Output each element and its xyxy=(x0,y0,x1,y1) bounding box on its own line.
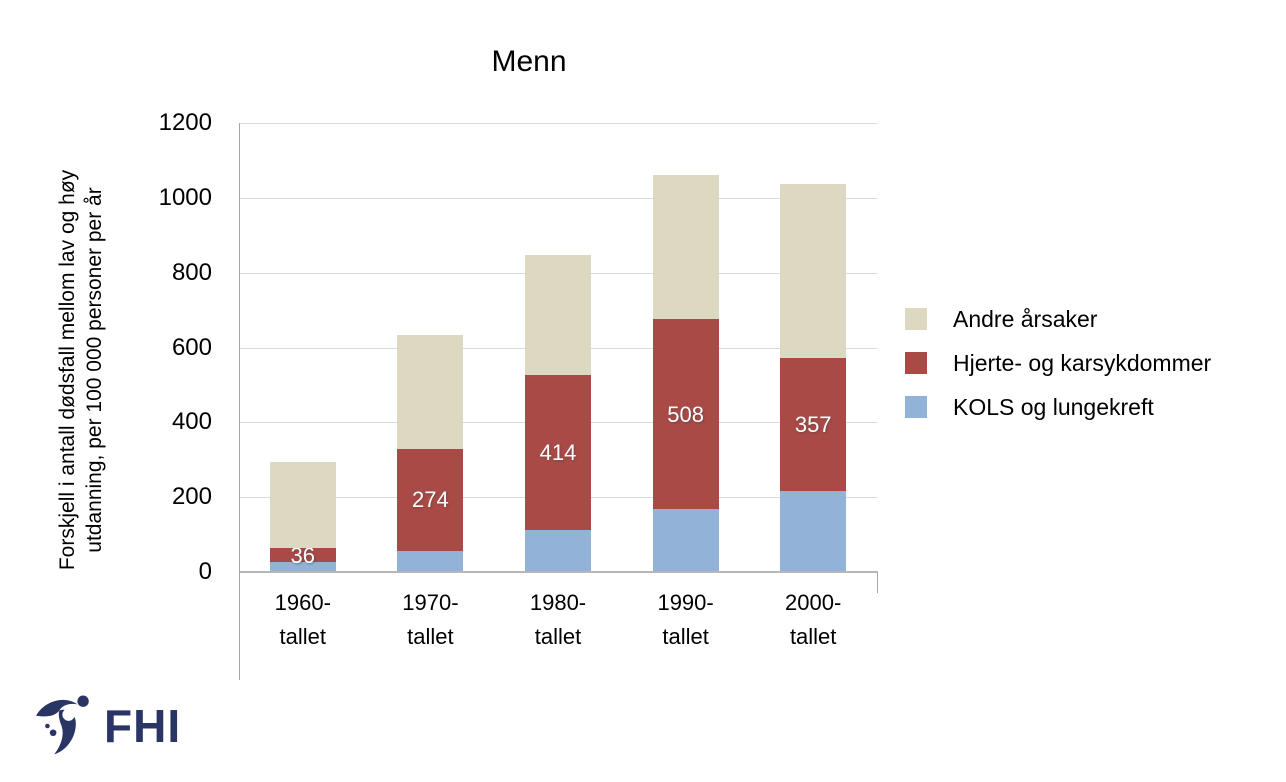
x-axis-line xyxy=(239,571,878,573)
chart-title: Menn xyxy=(491,45,567,78)
legend-item: Hjerte- og karsykdommer xyxy=(905,349,1212,376)
bar-segment-kols xyxy=(780,491,847,572)
bar-segment-andre xyxy=(780,184,847,358)
axis-tick-right xyxy=(877,572,878,593)
x-category-label-line: 1990- xyxy=(657,590,714,615)
x-category-label-line: tallet xyxy=(534,624,582,649)
x-category-label: 2000- tallet xyxy=(749,586,877,654)
y-tick-label: 200 xyxy=(171,483,212,511)
fhi-logo-mark-icon xyxy=(36,695,89,755)
bar-segment-hjerte xyxy=(525,375,591,531)
x-category-label-line: 1970- xyxy=(402,590,459,615)
legend-item: KOLS og lungekreft xyxy=(905,393,1211,420)
bar-segment-kols xyxy=(652,509,719,572)
legend-label: Hjerte- og karsykdommer xyxy=(953,349,1212,376)
y-tick-label: 0 xyxy=(198,558,212,585)
x-category-label-line: 1960- xyxy=(274,590,331,615)
legend: Andre årsaker Hjerte- og karsykdommer KOLS… xyxy=(905,305,1212,439)
legend-item: Andre årsaker xyxy=(905,305,1211,332)
legend-label: Andre årsaker xyxy=(953,305,1098,332)
bar-segment-kols xyxy=(397,551,464,572)
bar-segment-hjerte xyxy=(652,319,719,510)
y-tick-label: 1200 xyxy=(158,109,212,136)
bar-segment-kols xyxy=(269,561,336,572)
bar-segment-andre xyxy=(525,254,591,376)
y-tick-label: 1000 xyxy=(158,183,212,211)
x-category-label: 1970- tallet xyxy=(366,586,494,654)
x-category-label-line: tallet xyxy=(407,624,454,649)
y-tick-label: 600 xyxy=(171,333,212,361)
bar-data-label: 414 xyxy=(539,440,577,466)
gridline xyxy=(240,123,877,124)
legend-swatch xyxy=(905,308,927,330)
x-category-label-line: tallet xyxy=(279,624,327,649)
y-tick-label: 400 xyxy=(171,408,212,436)
x-category-label: 1980- tallet xyxy=(494,586,622,654)
bar-segment-hjerte xyxy=(269,548,336,562)
bar-segment-andre xyxy=(652,175,719,320)
x-category-label-line: tallet xyxy=(789,624,837,649)
bar-segment-hjerte xyxy=(780,357,847,492)
bar-data-label: 274 xyxy=(412,487,449,513)
legend-swatch xyxy=(905,396,927,418)
y-axis-line xyxy=(239,123,240,680)
bar-segment-andre xyxy=(269,461,336,549)
legend-label: KOLS og lungekreft xyxy=(953,393,1154,420)
bar-segment-hjerte xyxy=(397,448,464,552)
fhi-logo-text: FHI xyxy=(104,700,182,752)
fhi-logo: FHI xyxy=(34,694,181,756)
x-category-label-line: 2000- xyxy=(785,590,842,615)
y-tick-label: 800 xyxy=(171,258,212,286)
legend-swatch xyxy=(905,352,927,374)
bar-segment-kols xyxy=(525,530,591,572)
bar-data-label: 508 xyxy=(667,401,704,427)
x-category-label: 1960- tallet xyxy=(239,586,367,654)
gridline xyxy=(240,197,877,199)
bar-data-label: 357 xyxy=(794,411,832,437)
x-category-label-line: 1980- xyxy=(529,590,587,615)
x-category-label: 1990- tallet xyxy=(622,586,750,654)
x-category-label-line: tallet xyxy=(662,624,709,649)
bar-segment-andre xyxy=(397,334,464,449)
